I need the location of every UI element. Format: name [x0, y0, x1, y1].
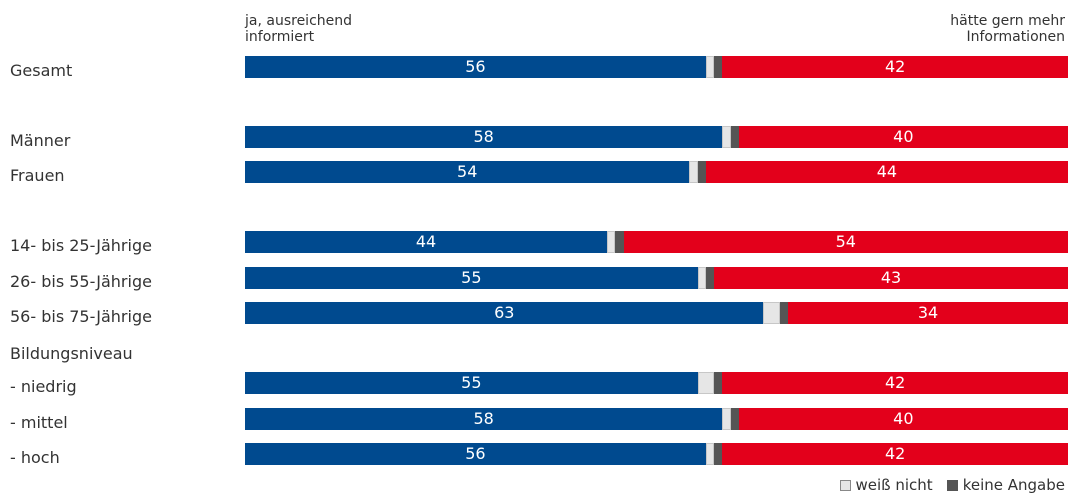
row-label-mittel: - mittel	[10, 413, 68, 432]
bar-segment-na	[697, 161, 706, 183]
bar-segment-unsure	[722, 408, 731, 430]
bar-segment-no: 43	[714, 267, 1068, 289]
data-label-yes: 56	[465, 444, 486, 463]
bar-segment-unsure	[705, 56, 715, 78]
data-label-no: 42	[884, 57, 906, 76]
row-label-niedrig: - niedrig	[10, 377, 77, 396]
data-label-yes: 54	[457, 162, 478, 181]
bar-segment-yes: 44	[245, 231, 608, 253]
bar-segment-na	[779, 302, 789, 324]
bar-segment-no: 42	[722, 372, 1068, 394]
data-label-no: 43	[880, 268, 902, 287]
bar-mittel: 58 40	[245, 408, 1068, 430]
bar-gesamt: 56 42	[245, 56, 1068, 78]
legend-swatch-weiss-nicht	[839, 479, 851, 491]
bar-segment-na	[730, 408, 739, 430]
row-label-frauen: Frauen	[10, 166, 65, 185]
legend-swatch-keine-angabe	[946, 479, 958, 491]
data-label-no: 42	[884, 373, 906, 392]
bar-segment-na	[714, 443, 723, 465]
row-label-56-bis-75-jährige: 56- bis 75-Jährige	[10, 307, 152, 326]
bar-segment-no: 42	[722, 443, 1068, 465]
bar-segment-yes: 54	[245, 161, 690, 183]
bar-segment-unsure	[689, 161, 698, 183]
bar-frauen: 54 44	[245, 161, 1068, 183]
bar-segment-unsure	[607, 231, 616, 253]
data-label-yes: 63	[494, 303, 515, 322]
right-header-line-2: Informationen	[966, 29, 1065, 45]
bar-segment-yes: 58	[245, 408, 723, 430]
bar-segment-no: 40	[738, 408, 1068, 430]
right-header-line-1: hätte gern mehr	[950, 13, 1065, 29]
legend: weiß nicht keine Angabe	[839, 476, 1065, 494]
bar-segment-unsure	[722, 126, 731, 148]
row-label-hoch: - hoch	[10, 448, 60, 467]
row-label-14-bis-25-jährige: 14- bis 25-Jährige	[10, 236, 152, 255]
row-label-26-bis-55-jährige: 26- bis 55-Jährige	[10, 272, 152, 291]
data-label-no: 54	[835, 232, 856, 251]
data-label-no: 42	[884, 444, 906, 463]
data-label-no: 44	[876, 162, 898, 181]
bar-segment-yes: 55	[245, 372, 698, 394]
bar-26-bis-55-jährige: 55 43	[245, 267, 1068, 289]
bar-segment-yes: 56	[245, 443, 706, 465]
bar-segment-yes: 58	[245, 126, 723, 148]
bar-segment-na	[714, 56, 723, 78]
row-label-gesamt: Gesamt	[10, 61, 73, 80]
bar-segment-no: 34	[788, 302, 1068, 324]
data-label-no: 40	[893, 127, 914, 146]
bar-segment-na	[730, 126, 739, 148]
bar-segment-na	[615, 231, 624, 253]
bar-segment-no: 42	[722, 56, 1068, 78]
legend-label-weiss-nicht: weiß nicht	[855, 476, 933, 494]
bar-segment-na	[714, 372, 723, 394]
bar-segment-unsure	[763, 302, 780, 324]
row-label-männer: Männer	[10, 131, 71, 150]
bar-14-bis-25-jährige: 44 54	[245, 231, 1068, 253]
data-label-yes: 55	[461, 268, 482, 287]
bar-56-bis-75-jährige: 63 34	[245, 302, 1068, 324]
left-header: ja, ausreichend informiert	[245, 13, 352, 45]
bar-segment-yes: 56	[245, 56, 706, 78]
bar-niedrig: 55 42	[245, 372, 1068, 394]
data-label-yes: 58	[473, 127, 494, 146]
bar-hoch: 56 42	[245, 443, 1068, 465]
left-header-line-2: informiert	[245, 29, 315, 45]
bar-segment-na	[705, 267, 715, 289]
bar-segment-no: 40	[738, 126, 1068, 148]
data-label-yes: 56	[465, 57, 486, 76]
legend-label-keine-angabe: keine Angabe	[962, 476, 1065, 494]
data-label-yes: 55	[461, 373, 482, 392]
data-label-yes: 58	[473, 409, 494, 428]
bar-segment-yes: 55	[245, 267, 698, 289]
right-header: hätte gern mehr Informationen	[950, 13, 1065, 45]
bar-segment-no: 44	[705, 161, 1068, 183]
data-label-no: 34	[917, 303, 939, 322]
bar-männer: 58 40	[245, 126, 1068, 148]
bar-segment-unsure	[697, 267, 706, 289]
bar-segment-no: 54	[623, 231, 1068, 253]
bar-segment-yes: 63	[245, 302, 764, 324]
left-header-line-1: ja, ausreichend	[245, 13, 353, 29]
group-label-bildungsniveau: Bildungsniveau	[10, 344, 133, 363]
data-label-no: 40	[893, 409, 914, 428]
data-label-yes: 44	[415, 232, 437, 251]
bar-segment-unsure	[697, 372, 715, 394]
bar-segment-unsure	[705, 443, 715, 465]
